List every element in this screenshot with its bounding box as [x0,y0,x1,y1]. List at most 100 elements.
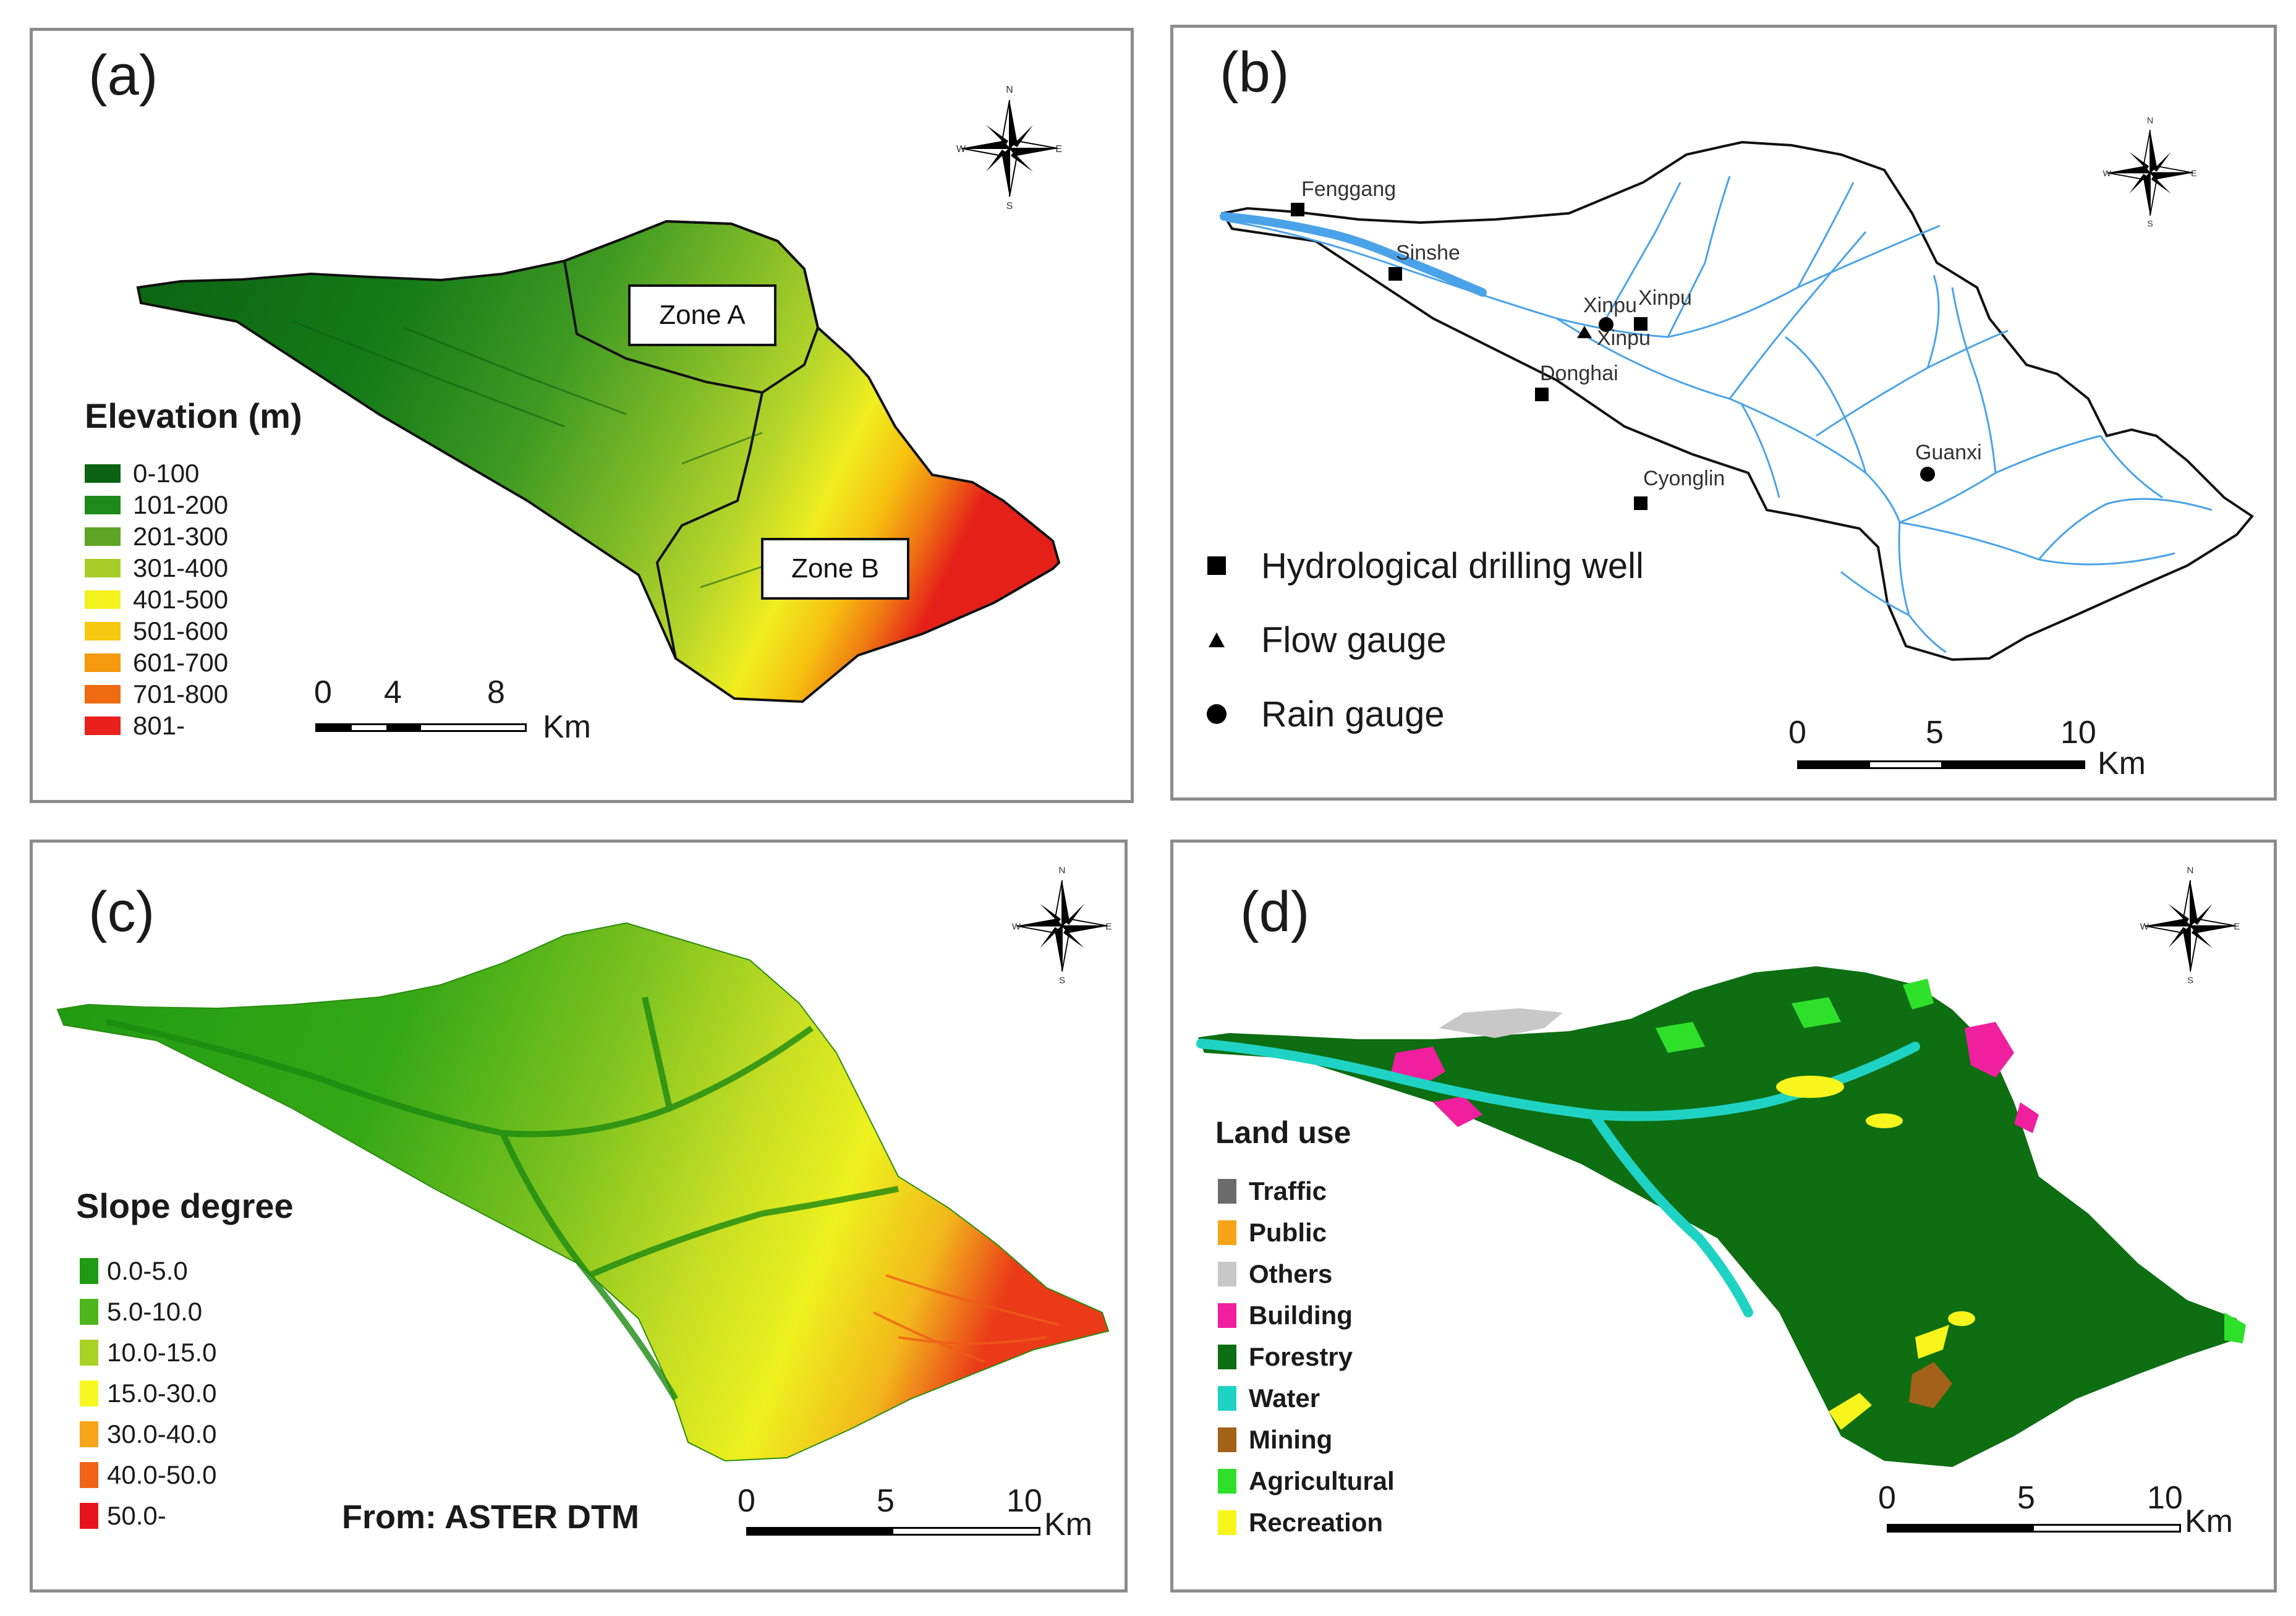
legend-row-rain: Rain gauge [1204,677,1644,751]
legend-label-rain: Rain gauge [1261,694,1445,734]
legend-swatch [80,1340,98,1366]
legend-row: 0.0-5.0 [80,1251,216,1291]
legend-label: Mining [1249,1424,1333,1454]
legend-swatch [85,527,121,546]
slope-valley-lines [106,996,899,1401]
legend-swatch [1218,1385,1236,1411]
legend-row: Water [1218,1377,1395,1419]
legend-label: 40.0-50.0 [107,1460,217,1489]
square-icon [1207,556,1226,575]
elevation-legend-title: Elevation (m) [85,396,302,435]
legend-label: 401-500 [133,584,229,614]
legend-row: 5.0-10.0 [80,1291,216,1332]
panel-d-label: (d) [1240,880,1310,943]
legend-label: 15.0-30.0 [107,1379,217,1408]
legend-swatch [1218,1427,1236,1452]
panel-hydrology-map: Fenggang Sinshe Xinpu Xinpu Xinpu Dongha… [1170,25,2277,801]
legend-swatch [80,1299,98,1325]
scale-tick-10: 10 [1006,1483,1042,1519]
land-use-map-graphic [1196,966,2246,1467]
north-arrow-icon: N S E W [2140,865,2240,985]
station-label-sinshe: Sinshe [1396,241,1460,265]
circle-icon [1207,704,1227,724]
zone-b-boundary [655,392,763,659]
station-markers [1291,203,1935,510]
legend-label: 0-100 [133,458,200,488]
watershed-boundary [1220,140,2254,661]
legend-label: 30.0-40.0 [107,1419,217,1448]
legend-label: Agricultural [1249,1466,1395,1495]
station-label-cyonglin: Cyonglin [1643,467,1725,490]
hydrology-map-graphic: Fenggang Sinshe Xinpu Xinpu Xinpu Dongha… [1220,140,2254,661]
scale-bar-graphic [746,1527,1040,1536]
legend-row: 15.0-30.0 [80,1373,216,1414]
scale-tick-0: 0 [1878,1480,1896,1516]
legend-label: 10.0-15.0 [107,1338,217,1367]
legend-row: 401-500 [85,584,228,615]
station-guanxi-rain-marker [1920,467,1935,482]
station-label-xinpu-rain: Xinpu [1583,294,1637,317]
legend-row: Others [1218,1253,1395,1295]
zone-b-label: Zone B [761,538,909,600]
land-use-agricultural-patches [1656,979,2246,1343]
legend-swatch [80,1503,98,1529]
legend-row: Traffic [1218,1170,1395,1212]
scale-unit: Km [543,709,591,745]
legend-row: 50.0- [80,1495,216,1536]
legend-swatch [85,464,121,483]
legend-swatch [1218,1178,1236,1204]
legend-label: 301-400 [133,553,229,582]
legend-row: Building [1218,1295,1395,1336]
scale-tick-5: 5 [1926,715,1944,751]
north-arrow-icon: N S E W [2103,116,2197,229]
legend-swatch [85,590,121,609]
compass-e: E [2191,169,2196,179]
legend-row: 30.0-40.0 [80,1414,216,1455]
legend-label: Forestry [1249,1342,1353,1371]
legend-swatch [1218,1261,1236,1286]
legend-swatch [85,621,121,640]
north-arrow-icon: N S E W [956,85,1062,210]
station-label-xinpu-flow: Xinpu [1597,326,1651,350]
station-label-fenggang: Fenggang [1301,177,1396,201]
scale-unit: Km [2185,1503,2233,1539]
panel-c-label: (c) [88,880,155,943]
legend-label: 201-300 [133,521,229,551]
station-label-guanxi: Guanxi [1915,441,1982,464]
legend-swatch [80,1462,98,1488]
legend-row: Mining [1218,1419,1395,1460]
station-label-donghai: Donghai [1540,362,1618,385]
legend-row: 701-800 [85,678,228,710]
legend-swatch [85,716,121,735]
zone-a-label: Zone A [628,284,776,346]
legend-row: 0-100 [85,457,228,489]
legend-row: 501-600 [85,615,228,647]
station-xinpu-rain-marker [1599,317,1614,332]
station-sinshe-marker [1388,267,1402,281]
slope-legend-title: Slope degree [76,1186,294,1225]
north-arrow-icon: N S E W [1012,865,1112,985]
station-donghai-marker [1535,388,1549,401]
compass-e: E [2234,921,2240,932]
legend-swatch [1218,1468,1236,1494]
scale-tick-0: 0 [1788,715,1806,751]
compass-w: W [2103,169,2112,179]
land-use-others-patch [1439,1008,1563,1038]
legend-swatch [1218,1220,1236,1245]
compass-e: E [1055,144,1062,155]
scale-bar-graphic [1797,760,2085,769]
legend-label-well: Hydrological drilling well [1261,545,1644,586]
legend-label: Water [1249,1383,1320,1413]
legend-row: Forestry [1218,1336,1395,1377]
station-cyonglin-marker [1634,496,1648,510]
zone-a-boundary [563,219,820,394]
station-label-xinpu-well: Xinpu [1638,286,1692,310]
scale-tick-0: 0 [314,674,332,710]
legend-swatch [1218,1303,1236,1328]
compass-w: W [956,144,966,155]
compass-s: S [1006,201,1013,210]
compass-n: N [2147,116,2153,125]
legend-row: 801- [85,710,228,741]
compass-n: N [1059,865,1066,876]
legend-label: 101-200 [133,490,229,519]
